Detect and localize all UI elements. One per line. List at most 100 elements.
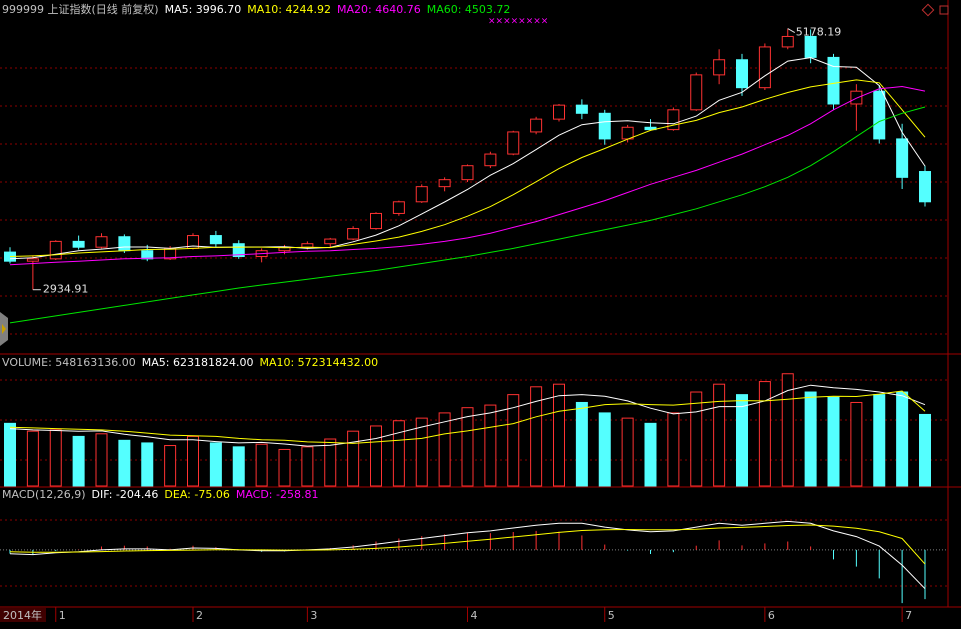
legend-entry: MA10: 4244.92 [247,3,331,16]
icon[interactable] [921,3,935,17]
volume-bar [255,443,268,487]
x-tick-label: 5 [608,609,615,622]
volume-bar [713,383,726,487]
volume-bar [530,386,543,487]
candle-body [575,104,588,114]
candle-body [690,74,703,111]
legend-entry: MA5: 623181824.00 [142,356,254,369]
volume-bar [598,412,611,487]
volume-bar [484,404,497,487]
volume-bar [553,383,565,487]
volume-bar [118,439,131,487]
candle-body [95,236,108,248]
volume-bar [26,430,39,487]
legend-entry: DEA: -75.06 [164,488,229,501]
volume-bar [667,412,680,487]
candle-body [530,118,543,133]
candle-body [461,165,474,181]
candle-body [804,35,817,58]
volume-ma-line [9,384,926,447]
volume-bar [644,422,657,487]
volume-bar [347,430,360,487]
candle-body [301,243,314,248]
legend-entry: MA20: 4640.76 [337,3,421,16]
volume-bar [301,446,314,487]
x-tick-label: 7 [905,609,912,622]
candle-body [598,112,611,140]
icon[interactable] [939,5,949,15]
candle-body [781,35,794,48]
ma-line [9,85,926,266]
candle-body [118,236,131,252]
x-tick-label: 1 [59,609,66,622]
volume-bar [575,401,588,487]
volume-bar [49,429,62,487]
volume-bar [461,407,474,487]
volume-bar [187,435,199,487]
candle-body [827,56,840,105]
volume-bar [415,417,428,487]
frame [0,0,961,608]
candle-body [736,59,748,89]
ma-line [9,57,926,260]
legend-entry: 999999 上证指数(日线 前复权) [2,2,159,16]
legend-entry: VOLUME: 548163136.00 [2,356,136,369]
candle-body [392,201,405,214]
volume-bar [781,373,794,487]
legend-entry: MA10: 572314432.00 [259,356,378,369]
volume-bar [690,391,703,487]
volume-bar [95,433,108,487]
candle-body [347,228,360,240]
candle-body [484,153,497,167]
volume-ma-line [9,390,926,444]
candle-body [621,126,634,140]
low-label: 2934.91 [43,283,89,296]
candle-body [324,238,337,245]
candle-body [507,131,520,155]
candle-body [26,258,39,262]
volume-bar [804,391,817,487]
candle-body [896,138,909,178]
candle-body [553,104,565,120]
high-pointer [787,28,795,33]
volume-bar [72,435,85,487]
legend-entry: DIF: -204.46 [92,488,159,501]
candle-body [232,243,245,258]
candle-body [644,126,657,131]
candle-body [713,59,726,76]
volume-bar [438,412,451,487]
marker: ×××××××× [488,17,548,27]
legend-entry: MACD(12,26,9) [2,488,86,501]
volume-bar [232,446,245,487]
volume-bar [4,422,16,487]
volume-bar [209,442,222,487]
candle-body [850,90,863,105]
candle-body [438,179,451,188]
candle-body [873,90,886,140]
grid [0,67,948,587]
candle-body [758,46,771,89]
volume-bar [896,391,909,487]
side-handle-arrow [2,324,6,334]
candle-body [667,109,680,131]
year-label: 2014年 [3,608,42,622]
legend-entry: MACD: -258.81 [236,488,319,501]
candle-body [209,235,222,245]
candle-body [72,240,85,248]
candle-body [49,240,62,260]
volume-bar [507,394,520,487]
x-tick-label: 3 [310,609,317,622]
x-tick-label: 4 [471,609,478,622]
volume-bar [827,396,840,487]
volume-bar [873,394,886,487]
macd-line [9,524,926,565]
legend-entry: MA60: 4503.72 [427,3,511,16]
volume-bar [278,448,291,487]
volume-bar [370,425,382,487]
high-label: 5178.19 [796,26,842,39]
candle-body [919,171,931,203]
candle-body [370,212,382,230]
volume-bar [758,381,771,487]
